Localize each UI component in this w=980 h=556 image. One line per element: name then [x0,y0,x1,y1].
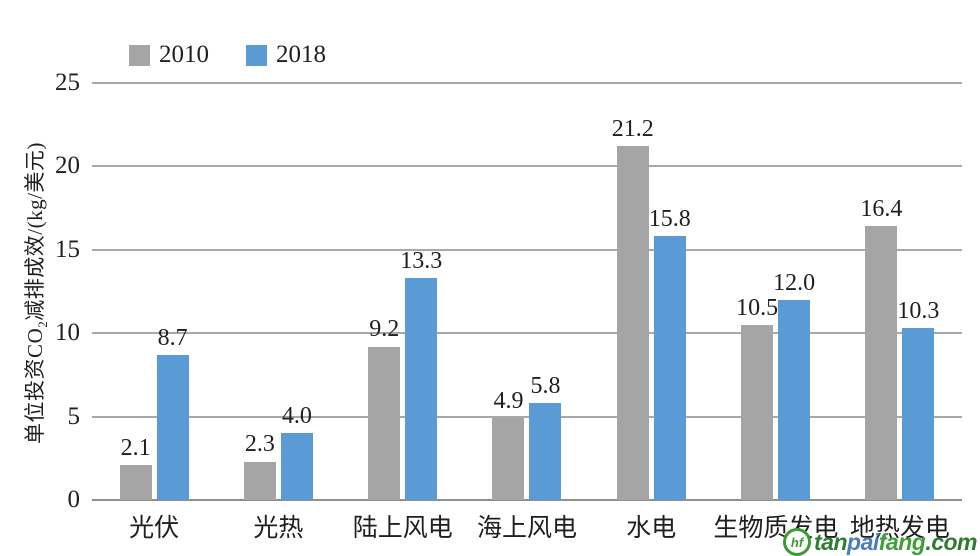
bar-2018 [280,433,313,500]
watermark-text-part: pai [847,528,879,555]
y-axis-ticks: 0 5 10 15 20 25 [0,69,81,513]
bar-column: 10.5 [736,295,778,500]
bar-column: 13.3 [400,248,442,500]
legend-item-2010: 2010 [129,41,209,69]
category-label: 光伏 [129,515,180,542]
gridline [92,248,962,251]
category-label: 生物质发电 [713,515,839,542]
bar-value-label: 2.3 [244,431,275,458]
bar-column: 5.8 [529,373,562,500]
category-label: 光热 [253,515,304,542]
bar-column: 4.0 [280,403,313,500]
category-label: 海上风电 [476,515,577,542]
bar-2010 [865,226,898,500]
bar-2010 [492,418,525,500]
bar-2010 [243,461,276,500]
bar-2010 [616,146,649,500]
x-axis-line [92,499,962,501]
legend-swatch-2018 [246,44,267,66]
bar-column: 15.8 [649,207,691,500]
y-tick-label: 20 [55,152,80,180]
category-label: 地热发电 [849,515,950,542]
watermark-text-part: tan [814,528,848,555]
category-label: 水电 [626,515,677,542]
bar-value-label: 21.2 [611,116,654,143]
gridline [92,165,962,168]
bar-2010 [368,346,401,500]
tanpaifang-logo-icon: hf [783,528,812,556]
y-tick-label: 25 [55,69,80,96]
watermark-tanpaifang: hf tanpaifang.com [783,528,977,556]
bar-2018 [156,354,189,500]
bar-column: 8.7 [156,324,189,500]
bar-2018 [902,328,935,500]
bar-value-label: 16.4 [860,196,903,223]
bar-2010 [741,324,774,500]
bar-group-4: 4.9 5.8 [465,83,589,500]
bar-value-label: 10.3 [897,298,940,325]
bar-column: 16.4 [860,197,902,500]
bar-value-label: 5.8 [530,373,561,400]
bar-column: 12.0 [773,270,815,500]
plot-area: 2.1 8.7 2.3 4.0 9.2 13.3 4.9 5.8 21.2 15.8 10.5 12.… [92,82,962,501]
bar-value-label: 4.9 [493,388,524,415]
legend-label-2018: 2018 [276,41,326,68]
category-label: 陆上风电 [352,515,453,542]
bar-column: 4.9 [492,388,525,500]
bar-group-7: 16.4 10.3 [838,83,962,500]
bar-column: 9.2 [368,316,401,500]
gridline [92,415,962,418]
legend-label-2010: 2010 [159,41,209,68]
bar-2018 [778,299,811,500]
bar-2018 [529,403,562,500]
watermark-text-part: fang [878,528,926,555]
watermark-text: tanpaifang.com [814,529,977,556]
y-tick-label: 15 [55,235,80,263]
bar-2018 [653,236,686,500]
bar-value-label: 4.0 [281,403,312,430]
bar-column: 21.2 [612,117,654,500]
bar-2010 [119,464,152,500]
y-tick-label: 0 [67,486,81,513]
bar-column: 2.3 [243,431,276,500]
bar-group-2: 2.3 4.0 [216,83,340,500]
legend-item-2018: 2018 [246,41,326,69]
legend: 2010 2018 [129,41,326,69]
bar-value-label: 15.8 [648,206,691,233]
bar-value-label: 12.0 [773,269,816,296]
bar-2018 [405,278,438,500]
bar-value-label: 8.7 [157,324,188,351]
legend-swatch-2010 [129,44,150,66]
bar-column: 2.1 [119,434,152,500]
bar-value-label: 2.1 [120,434,151,461]
bar-group-6: 10.5 12.0 [713,83,837,500]
gridline [92,82,962,84]
bar-group-1: 2.1 8.7 [92,83,216,500]
bar-value-label: 9.2 [369,316,400,343]
y-tick-label: 10 [55,319,80,347]
x-axis-labels: 光伏 光热 陆上风电 海上风电 水电 生物质发电 地热发电 [92,508,962,548]
bar-value-label: 13.3 [400,247,443,274]
bar-column: 10.3 [897,298,939,500]
watermark-text-part: .com [925,528,977,555]
y-tick-label: 5 [67,402,81,430]
bar-group-5: 21.2 15.8 [589,83,713,500]
gridline [92,332,962,335]
bar-group-3: 9.2 13.3 [341,83,465,500]
bar-value-label: 10.5 [736,294,779,321]
